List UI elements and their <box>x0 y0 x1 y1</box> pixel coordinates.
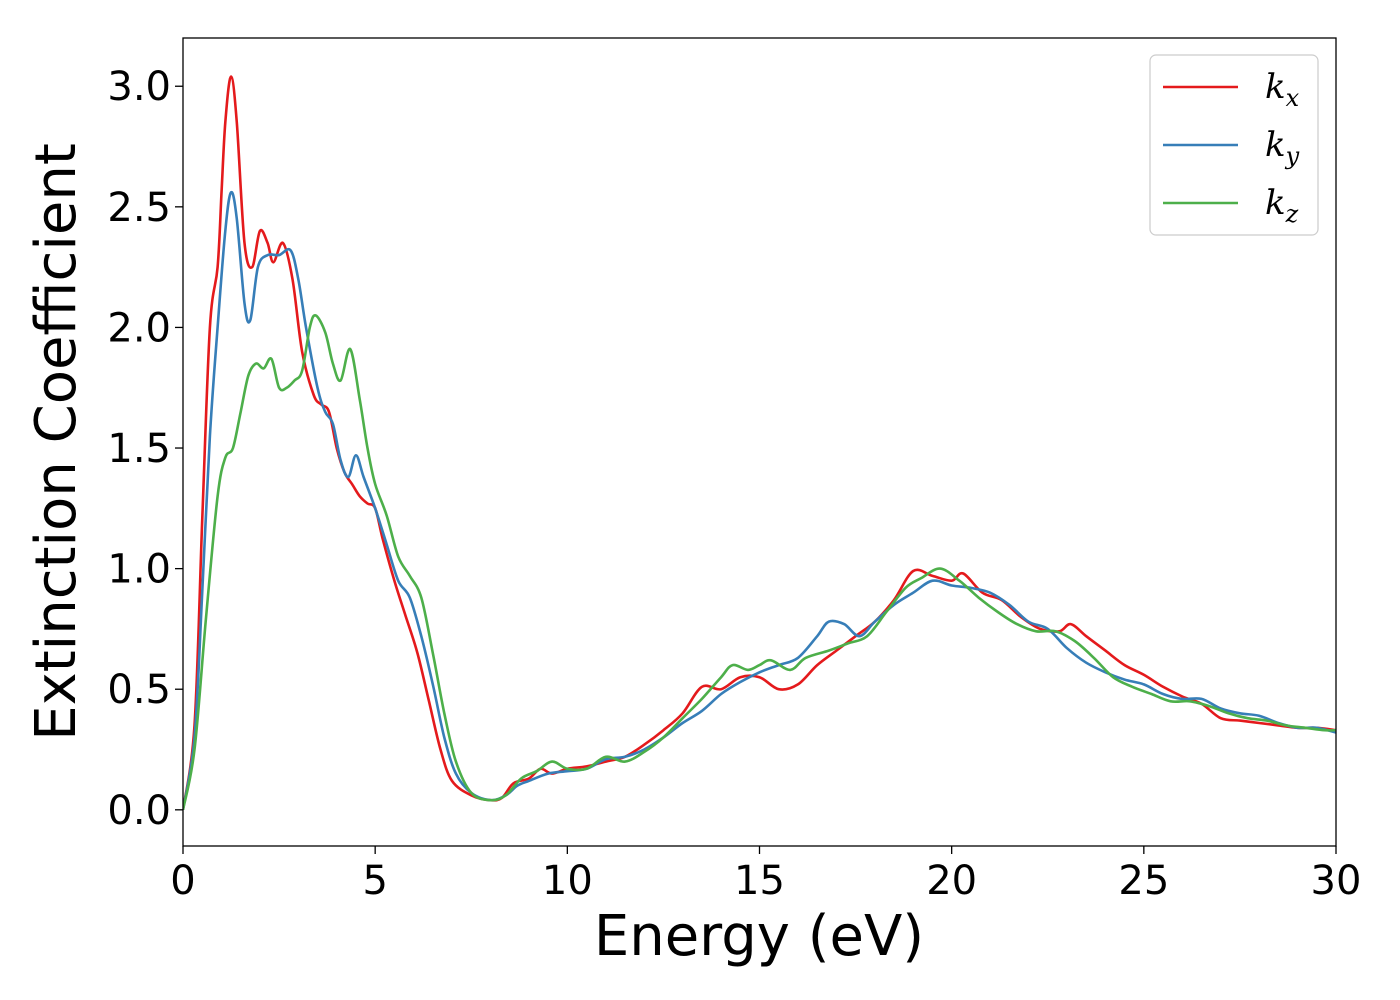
x-tick-label: 25 <box>1118 858 1169 904</box>
y-tick-label: 1.0 <box>107 547 171 593</box>
y-axis: 0.0 0.5 1.0 1.5 2.0 2.5 3.0 <box>107 64 183 834</box>
series-layer <box>183 75 1336 811</box>
y-tick-label: 2.5 <box>107 185 171 231</box>
legend-label-x: kx <box>1265 67 1300 112</box>
x-tick-label: 10 <box>542 858 593 904</box>
y-tick-label: 2.0 <box>107 305 171 351</box>
y-tick-label: 0.5 <box>107 667 171 713</box>
y-tick-label: 3.0 <box>107 64 171 110</box>
x-tick-label: 15 <box>734 858 785 904</box>
x-axis: 0 5 10 15 20 25 30 <box>170 846 1361 904</box>
legend-label-z: kz <box>1265 183 1299 228</box>
x-tick-label: 5 <box>362 858 387 904</box>
x-tick-label: 20 <box>926 858 977 904</box>
series-line-y <box>183 190 1336 811</box>
legend: kx ky kz <box>1149 54 1319 236</box>
x-tick-label: 0 <box>170 858 195 904</box>
y-tick-label: 0.0 <box>107 788 171 834</box>
y-axis-title: Extinction Coefficient <box>24 143 89 741</box>
y-tick-label: 1.5 <box>107 426 171 472</box>
x-tick-label: 30 <box>1311 858 1362 904</box>
legend-label-y: ky <box>1265 125 1300 170</box>
x-axis-title: Energy (eV) <box>594 904 924 969</box>
series-line-z <box>183 314 1336 811</box>
